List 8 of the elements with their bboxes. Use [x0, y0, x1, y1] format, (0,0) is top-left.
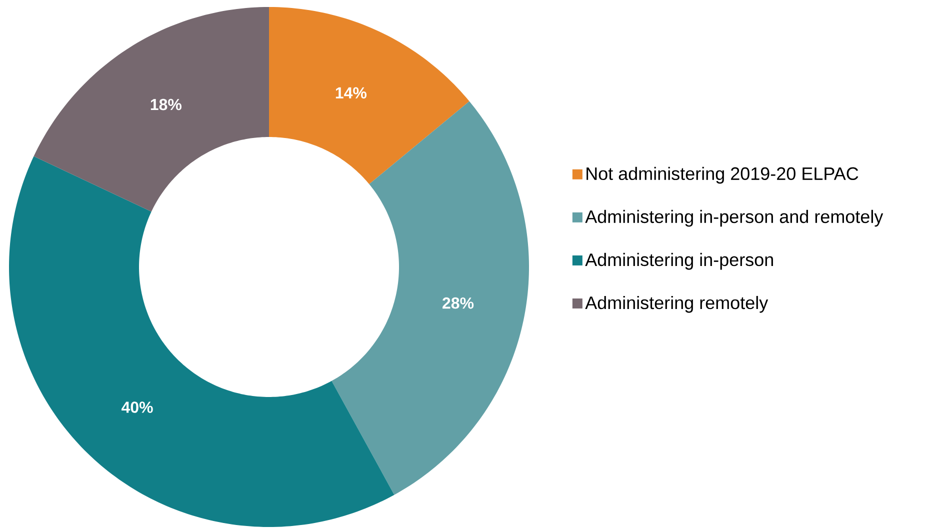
data-label: 28% [442, 297, 474, 309]
data-label: 40% [122, 402, 153, 413]
data-label: 18% [150, 98, 182, 110]
legend-label: Administering remotely [585, 296, 768, 313]
legend-label: Not administering 2019-20 ELPAC [586, 166, 858, 184]
legend-label: Administering in-person [585, 252, 773, 270]
legend-label: Administering in-person and remotely [585, 210, 884, 227]
data-label: 14% [336, 87, 367, 99]
